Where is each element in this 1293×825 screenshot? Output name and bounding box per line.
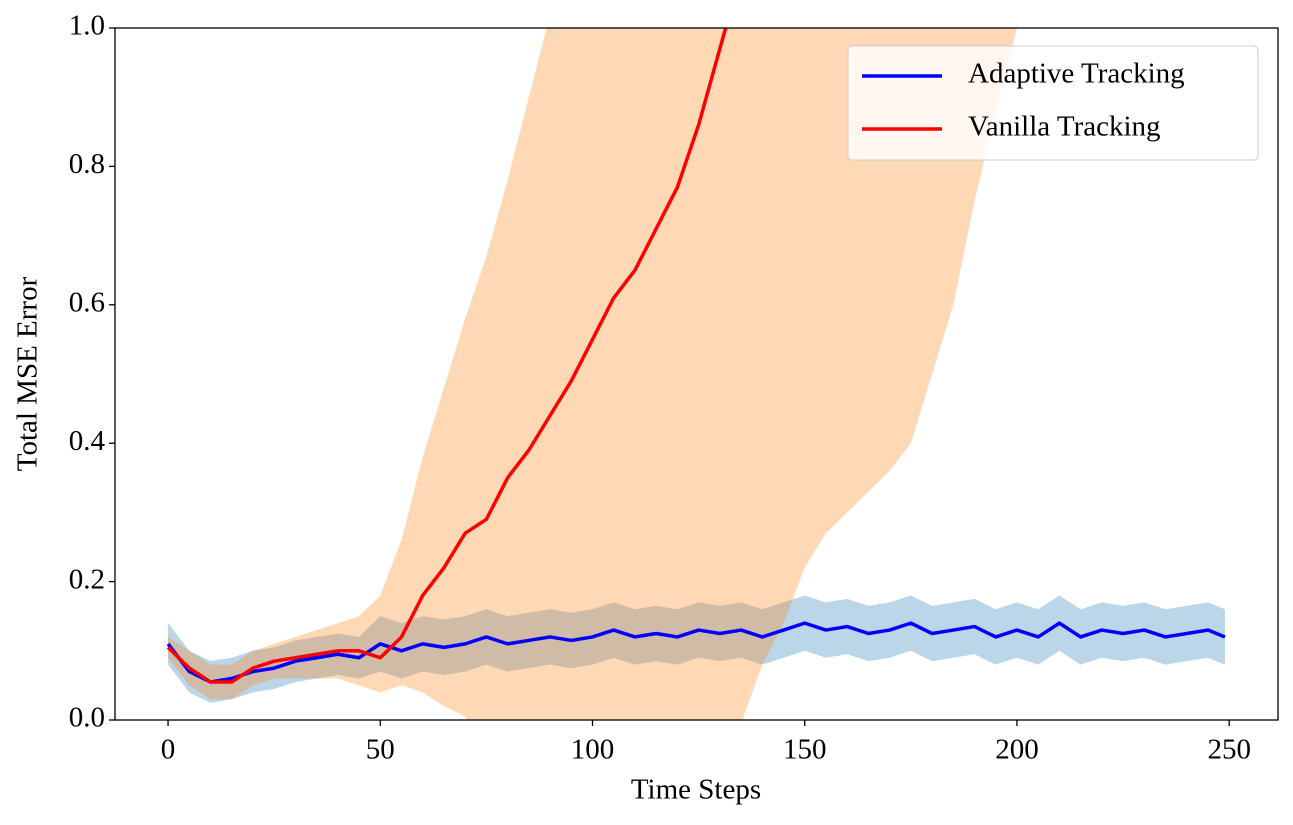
x-tick-label: 50 <box>366 734 395 766</box>
series-line <box>166 621 1226 684</box>
x-tick-label: 150 <box>783 734 827 766</box>
error-band <box>168 595 1225 703</box>
y-tick-label: 0.4 <box>69 425 106 457</box>
y-axis-label: Total MSE Error <box>12 276 44 471</box>
series-line <box>166 28 728 684</box>
legend-label: Vanilla Tracking <box>968 111 1161 143</box>
legend-label: Adaptive Tracking <box>968 58 1185 90</box>
x-tick-label: 0 <box>161 734 176 766</box>
x-tick-label: 200 <box>995 734 1039 766</box>
x-axis-label: Time Steps <box>631 774 761 806</box>
axes-frame <box>114 27 1279 721</box>
error-band <box>168 28 1017 720</box>
y-tick-label: 1.0 <box>69 10 105 42</box>
x-tick-label: 250 <box>1207 734 1251 766</box>
plot-area <box>166 28 1226 720</box>
x-tick-label: 100 <box>571 734 615 766</box>
y-tick-label: 0.2 <box>69 563 105 595</box>
y-tick-label: 0.6 <box>69 286 105 318</box>
y-tick-label: 0.0 <box>69 702 105 734</box>
y-tick-label: 0.8 <box>69 148 105 180</box>
legend-box <box>847 45 1259 161</box>
